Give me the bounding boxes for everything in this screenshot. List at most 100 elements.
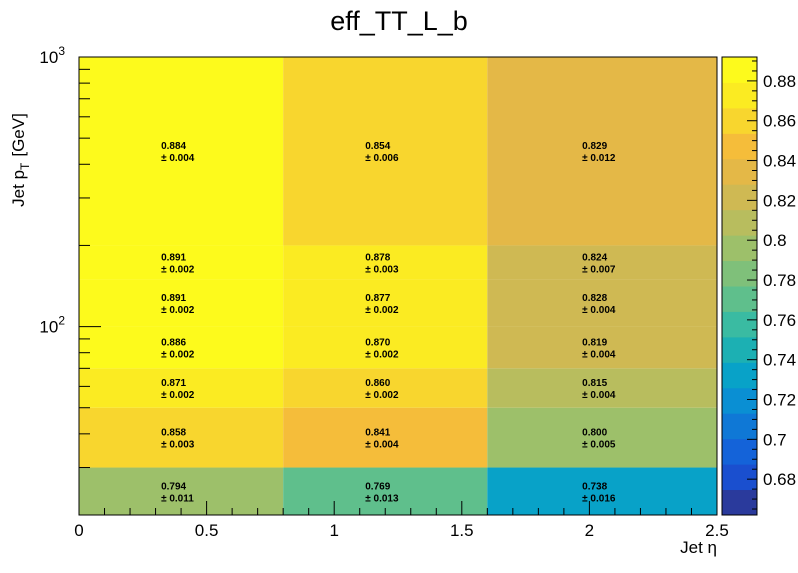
cell-error-label: ± 0.002 <box>161 349 195 360</box>
color-scale-segment <box>722 57 757 83</box>
color-scale-segment <box>722 286 757 312</box>
x-axis-ticks: 0 0.5 1 1.5 2 2.5 <box>74 501 729 540</box>
cell-error-label: ± 0.003 <box>365 264 399 275</box>
cell-value-label: 0.800 <box>582 428 607 439</box>
heatmap-cell <box>79 467 284 515</box>
x-tick-label: 2 <box>585 521 594 540</box>
color-scale-tick-label: 0.86 <box>763 112 796 131</box>
cell-value-label: 0.841 <box>365 428 390 439</box>
cell-value-label: 0.886 <box>161 337 186 348</box>
cell-value-label: 0.738 <box>582 481 607 492</box>
cell-value-label: 0.877 <box>365 293 390 304</box>
color-scale-tick-label: 0.76 <box>763 311 796 330</box>
cell-value-label: 0.854 <box>365 141 390 152</box>
color-scale-segment <box>722 133 757 160</box>
x-tick-label: 0 <box>74 521 83 540</box>
heatmap-cell <box>283 407 488 468</box>
x-tick-label: 0.5 <box>195 521 219 540</box>
color-scale-tick-label: 0.68 <box>763 470 796 489</box>
cell-error-label: ± 0.013 <box>365 493 399 504</box>
x-tick-label: 1.5 <box>450 521 474 540</box>
color-scale-ticks: 0.68 0.7 0.72 0.74 0.76 0.78 0.8 0.82 0.84 0.86 0.… <box>747 60 796 510</box>
heatmap-cell <box>487 467 717 515</box>
chart-title: eff_TT_L_b <box>330 6 468 36</box>
heatmap-cell <box>283 245 488 280</box>
heatmap-cell <box>79 368 284 408</box>
color-scale-segment <box>722 413 757 440</box>
x-tick-label: 2.5 <box>705 521 729 540</box>
y-tick-label: 102 <box>39 314 65 337</box>
cell-error-label: ± 0.005 <box>582 440 616 451</box>
cell-value-label: 0.884 <box>161 141 186 152</box>
cell-error-label: ± 0.007 <box>582 264 616 275</box>
y-axis-label-main: Jet p <box>9 170 28 207</box>
heatmap-cell <box>487 245 717 280</box>
heatmap-cell <box>79 407 284 468</box>
color-scale-segment <box>722 235 757 262</box>
color-scale-frame <box>721 56 758 516</box>
x-axis-label: Jet η <box>680 538 717 557</box>
color-scale-tick-label: 0.84 <box>763 152 796 171</box>
cell-value-label: 0.829 <box>582 141 607 152</box>
color-scale-segment <box>722 184 757 211</box>
heatmap-cell-labels: 0.794± 0.011 0.769± 0.013 0.738± 0.016 0.85… <box>161 141 616 504</box>
cell-value-label: 0.878 <box>365 252 390 263</box>
cell-error-label: ± 0.004 <box>365 440 399 451</box>
heatmap-cells <box>79 57 717 515</box>
color-scale-segment <box>722 209 757 236</box>
color-scale-segment <box>722 260 757 287</box>
y-axis-label-subscript: T <box>18 162 32 170</box>
cell-error-label: ± 0.004 <box>582 390 616 401</box>
plot-frame <box>78 56 718 516</box>
cell-value-label: 0.815 <box>582 378 607 389</box>
cell-value-label: 0.858 <box>161 428 186 439</box>
cell-error-label: ± 0.003 <box>161 440 195 451</box>
color-scale-segment <box>722 336 757 363</box>
cell-error-label: ± 0.002 <box>161 305 195 316</box>
heatmap-cell <box>487 57 717 246</box>
color-scale-segment <box>722 311 757 338</box>
cell-value-label: 0.860 <box>365 378 390 389</box>
color-scale-segment <box>722 362 757 389</box>
color-scale-segment <box>722 82 757 109</box>
heatmap-cell <box>79 57 284 246</box>
heatmap-cell <box>79 279 284 327</box>
color-scale-segment <box>722 464 757 491</box>
heatmap-cell <box>487 368 717 408</box>
heatmap-cell <box>283 326 488 369</box>
color-scale-tick-label: 0.8 <box>763 231 787 250</box>
color-scale-tick-label: 0.78 <box>763 271 796 290</box>
color-scale-tick-label: 0.74 <box>763 351 796 370</box>
color-scale-segment <box>722 387 757 414</box>
heatmap-cell <box>487 407 717 468</box>
color-scale-tick-label: 0.88 <box>763 72 796 91</box>
cell-value-label: 0.870 <box>365 337 390 348</box>
cell-error-label: ± 0.002 <box>365 305 399 316</box>
cell-error-label: ± 0.004 <box>582 349 616 360</box>
cell-value-label: 0.794 <box>161 481 186 492</box>
color-scale-bar <box>721 56 758 516</box>
heatmap-cell <box>487 279 717 327</box>
y-axis-label-unit: [GeV] <box>9 113 28 156</box>
color-scale-segment <box>722 158 757 185</box>
y-axis-label: Jet pT [GeV] <box>9 113 32 207</box>
cell-error-label: ± 0.002 <box>161 390 195 401</box>
cell-value-label: 0.769 <box>365 481 390 492</box>
cell-value-label: 0.824 <box>582 252 607 263</box>
color-scale-tick-label: 0.7 <box>763 430 787 449</box>
y-tick-label: 103 <box>39 44 65 67</box>
cell-value-label: 0.871 <box>161 378 186 389</box>
color-scale-segment <box>722 489 757 516</box>
color-scale-segment <box>722 438 757 465</box>
heatmap-cell <box>283 368 488 408</box>
color-scale-tick-label: 0.82 <box>763 191 796 210</box>
cell-error-label: ± 0.006 <box>365 153 399 164</box>
cell-error-label: ± 0.012 <box>582 153 616 164</box>
cell-error-label: ± 0.004 <box>161 153 195 164</box>
heatmap-cell <box>283 57 488 246</box>
cell-error-label: ± 0.002 <box>161 264 195 275</box>
cell-value-label: 0.891 <box>161 252 186 263</box>
cell-value-label: 0.828 <box>582 293 607 304</box>
cell-error-label: ± 0.011 <box>161 493 194 504</box>
